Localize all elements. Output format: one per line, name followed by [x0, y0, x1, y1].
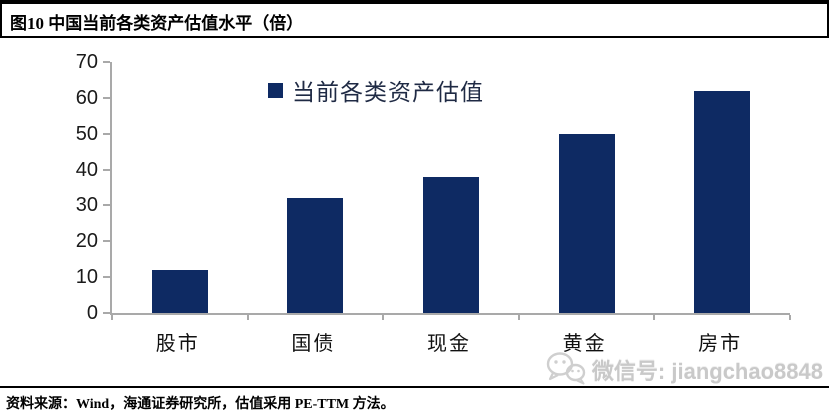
x-axis-labels: 股市 国债 现金 黄金 房市 — [110, 327, 788, 356]
legend: 当前各类资产估值 — [268, 73, 484, 107]
footer: 资料来源：Wind，海通证券研究所，估值采用 PE-TTM 方法。 — [0, 386, 829, 412]
y-tick-mark — [103, 132, 110, 135]
y-axis-labels: 0 10 20 30 40 50 60 70 — [30, 51, 98, 324]
y-tick-label: 70 — [75, 51, 98, 73]
plot-area — [103, 61, 791, 320]
chart-title-bar: 图10 中国当前各类资产估值水平（倍） — [0, 0, 829, 38]
y-tick-mark — [103, 312, 110, 314]
y-tick-mark — [103, 276, 110, 279]
y-tick-label: 30 — [75, 194, 98, 217]
x-category-label: 黄金 — [562, 333, 607, 355]
x-tick-mark — [653, 315, 656, 320]
y-tick-mark — [103, 61, 110, 63]
legend-label: 当前各类资产估值 — [292, 80, 484, 105]
watermark: 微信号: jiangchao8848 — [546, 349, 823, 390]
y-tick-mark — [103, 240, 110, 243]
bar-cell — [248, 62, 384, 313]
y-tick-mark — [103, 204, 110, 207]
x-category-label: 国债 — [291, 333, 336, 355]
bar-cell — [519, 62, 655, 313]
chart-title: 图10 中国当前各类资产估值水平（倍） — [10, 14, 304, 33]
y-tick-label: 10 — [75, 266, 98, 289]
wechat-icon — [546, 349, 586, 390]
watermark-text: 微信号: jiangchao8848 — [591, 358, 823, 384]
y-tick-label: 40 — [75, 158, 98, 181]
x-category-label: 现金 — [426, 333, 471, 355]
x-tick-mark — [517, 315, 520, 320]
bar-cell — [112, 62, 248, 313]
bar — [287, 198, 344, 313]
bar — [422, 176, 479, 313]
source-note: 资料来源：Wind，海通证券研究所，估值采用 PE-TTM 方法。 — [6, 397, 395, 412]
x-category-label: 股市 — [155, 333, 200, 355]
x-tick-mark — [382, 315, 385, 320]
y-tick-label: 20 — [75, 230, 98, 253]
y-tick-mark — [103, 96, 110, 99]
y-tick-mark — [103, 168, 110, 171]
x-category-label: 房市 — [698, 333, 743, 355]
bar — [558, 133, 615, 313]
y-tick-label: 0 — [86, 302, 98, 324]
y-tick-label: 50 — [75, 122, 98, 145]
bar-cell — [383, 62, 519, 313]
bar — [151, 269, 208, 313]
bars — [112, 62, 790, 313]
x-tick-mark — [246, 315, 249, 320]
y-tick-label: 60 — [75, 86, 98, 109]
legend-swatch — [268, 82, 283, 98]
x-tick-mark — [111, 315, 113, 320]
x-tick-mark — [789, 315, 791, 320]
bar-cell — [654, 62, 790, 313]
bar — [694, 90, 751, 313]
